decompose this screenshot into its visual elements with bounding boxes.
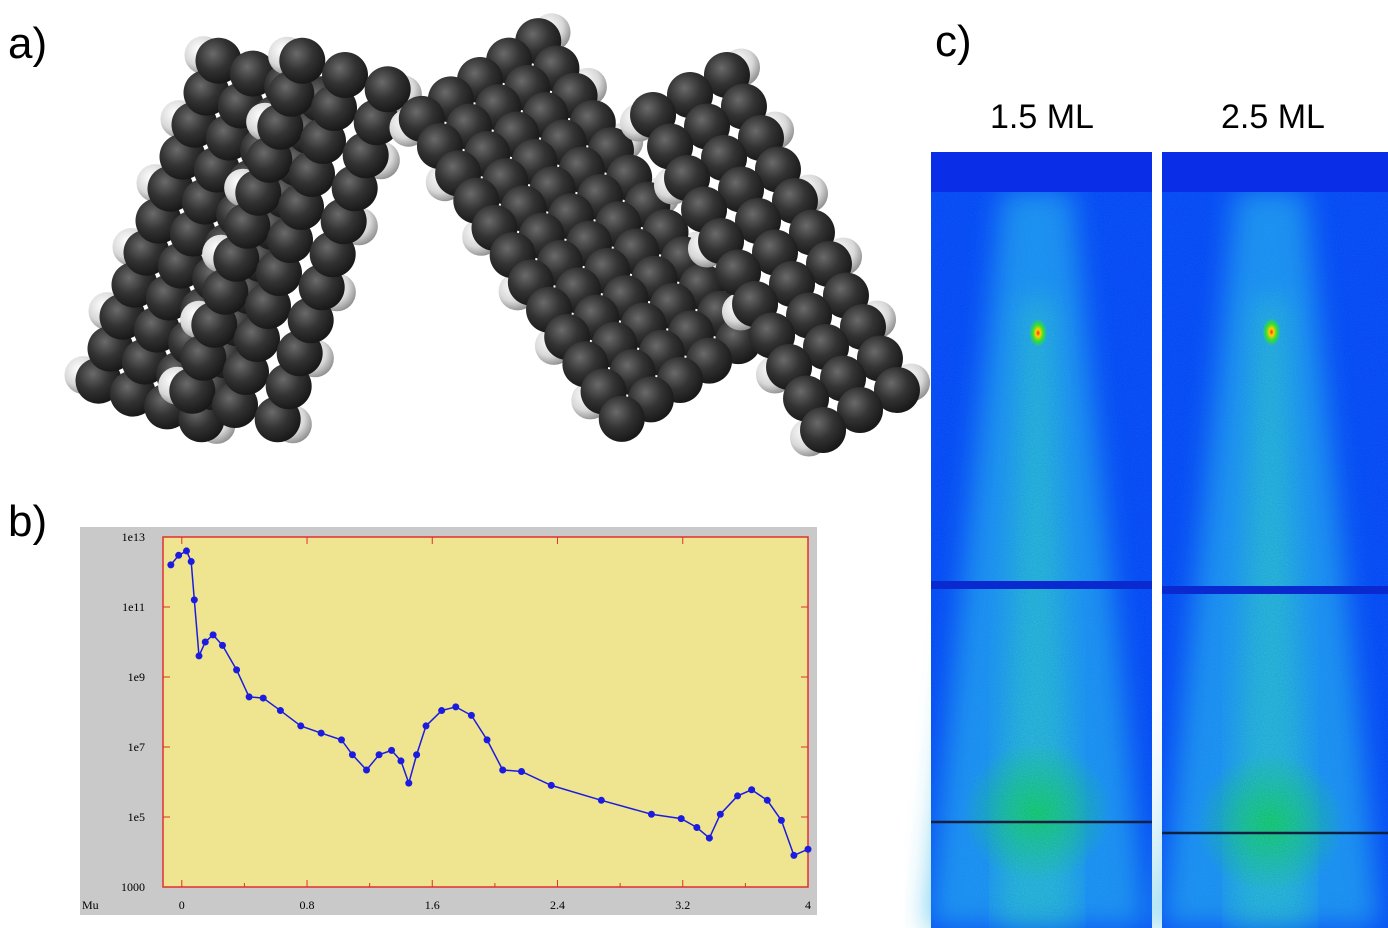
data-point <box>499 766 507 774</box>
y-tick-label: 1e11 <box>122 600 145 614</box>
rheed-image <box>927 152 1152 928</box>
rheed-band <box>1162 152 1388 192</box>
carbon <box>598 395 645 442</box>
data-point <box>348 751 356 759</box>
carbon <box>364 66 411 113</box>
chart: 1000 1e5 1e7 1e9 1e11 1e13 0 0.8 1.6 2.4 3.2 4 Mu <box>82 530 812 912</box>
carbon <box>279 37 326 84</box>
data-point <box>734 792 742 800</box>
data-point <box>195 652 203 660</box>
data-point <box>233 666 241 674</box>
data-point <box>405 779 413 787</box>
data-point <box>201 638 209 646</box>
rheed-label: 1.5 ML <box>990 98 1094 136</box>
data-point <box>422 722 430 730</box>
rheed-label: 2.5 ML <box>1221 98 1325 136</box>
data-point <box>467 711 475 719</box>
data-point <box>375 751 383 759</box>
x-tick-label: 1.6 <box>425 898 440 912</box>
y-tick-label: 1e9 <box>128 670 145 684</box>
data-point <box>167 561 175 569</box>
rheed-band <box>931 581 1152 589</box>
carbon <box>873 367 920 414</box>
x-tick-label: 3.2 <box>675 898 690 912</box>
carbon <box>322 52 368 98</box>
data-point <box>647 810 655 818</box>
data-point <box>317 729 325 737</box>
y-tick-label: 1e7 <box>128 740 145 754</box>
plot-area <box>162 536 809 888</box>
data-point <box>187 557 195 565</box>
data-point <box>175 551 183 559</box>
data-point <box>413 751 421 759</box>
rheed-image <box>1160 152 1388 928</box>
x-tick-label: 4 <box>805 898 811 912</box>
data-point <box>597 796 605 804</box>
data-point <box>245 693 253 701</box>
data-point <box>777 816 785 824</box>
data-point <box>259 694 267 702</box>
data-point <box>518 767 526 775</box>
panel-label: c) <box>935 17 972 66</box>
panel-label: a) <box>8 19 47 68</box>
data-point <box>804 845 812 853</box>
data-point <box>677 815 685 823</box>
rheed-spot <box>1262 318 1281 346</box>
x-tick-label: 2.4 <box>550 898 565 912</box>
data-point <box>790 851 798 859</box>
x-axis-label: Mu <box>82 898 99 912</box>
rheed-spot <box>1029 319 1048 347</box>
carbon <box>837 387 883 433</box>
rheed-noise <box>931 152 1152 928</box>
panel-label: b) <box>8 497 47 546</box>
x-tick-label: 0.8 <box>300 898 315 912</box>
data-point <box>438 707 446 715</box>
data-point <box>218 641 226 649</box>
x-tick-label: 0 <box>179 898 185 912</box>
data-point <box>337 736 345 744</box>
data-point <box>748 786 756 794</box>
data-point <box>209 631 217 639</box>
data-point <box>397 757 405 765</box>
data-point <box>693 824 701 832</box>
y-tick-label: 1000 <box>121 880 145 894</box>
data-point <box>297 722 305 730</box>
data-point <box>763 796 771 804</box>
rheed-panels <box>927 152 1388 928</box>
rheed-band <box>931 152 1152 192</box>
data-point <box>388 746 396 754</box>
data-point <box>483 736 491 744</box>
data-point <box>182 547 190 555</box>
y-tick-label: 1e13 <box>122 530 145 544</box>
molecule-models <box>64 13 931 457</box>
data-point <box>705 834 713 842</box>
data-point <box>547 781 555 789</box>
data-point <box>363 766 371 774</box>
rheed-band <box>1162 586 1388 594</box>
data-point <box>276 707 284 715</box>
y-tick-label: 1e5 <box>128 810 145 824</box>
data-point <box>716 810 724 818</box>
data-point <box>190 596 198 604</box>
data-point <box>452 703 460 711</box>
rheed-noise <box>1162 152 1388 928</box>
carbon <box>800 406 847 453</box>
